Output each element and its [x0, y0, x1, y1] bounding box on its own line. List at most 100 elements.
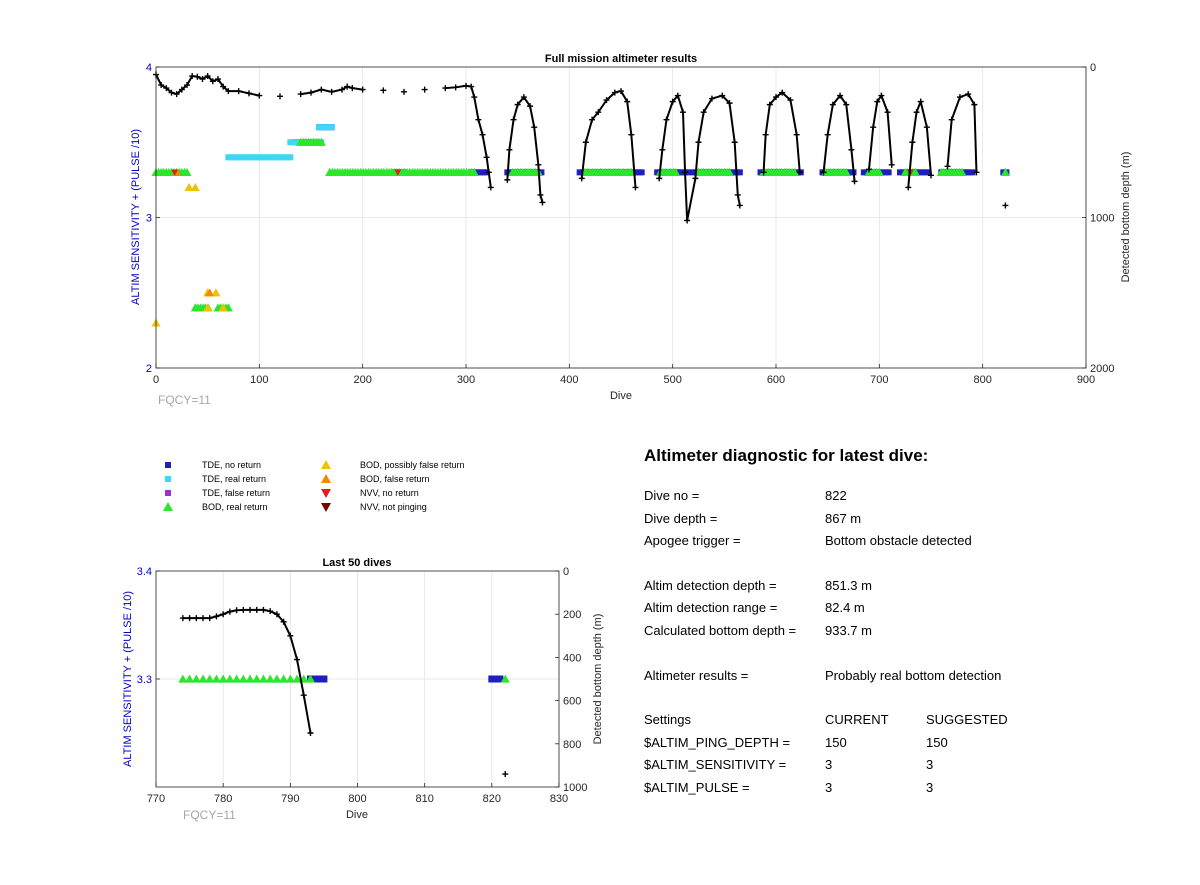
tde-real-return-marker	[225, 154, 232, 161]
depth-point	[884, 109, 891, 116]
tde-no-return-marker	[882, 169, 889, 176]
depth-point	[487, 184, 494, 191]
settings-label: $ALTIM_PING_DEPTH =	[644, 734, 791, 750]
depth-point	[215, 76, 221, 83]
bod-real-return-marker	[238, 674, 248, 683]
nvv-no-return-marker	[394, 169, 402, 176]
tde-real-return-marker	[325, 124, 332, 131]
diagnostic-label: Apogee trigger =	[644, 533, 741, 549]
depth-point	[866, 166, 872, 173]
depth-point	[158, 82, 165, 89]
x-tick-label: 400	[560, 374, 578, 386]
legend-label: NVV, not pinging	[360, 502, 427, 512]
bod-real-return-marker	[211, 674, 221, 683]
tde-real-return-marker	[228, 154, 235, 161]
depth-line	[506, 95, 544, 203]
bod-real-return-marker	[218, 674, 228, 683]
triangle-up-icon	[321, 460, 331, 469]
diagnostic-row-detection-depth: Altim detection depth = 851.3 m	[644, 578, 1184, 601]
tde-no-return-marker	[847, 169, 854, 176]
top-chart-fqcy: FQCY=11	[158, 393, 211, 407]
bod-real-return-marker	[316, 137, 326, 146]
settings-header-row: Settings CURRENT SUGGESTED	[644, 712, 1184, 735]
tde-real-return-marker	[274, 154, 281, 161]
square-icon	[165, 462, 171, 468]
diagnostic-row-apogee: Apogee trigger = Bottom obstacle detecte…	[644, 533, 1184, 556]
depth-point	[273, 611, 280, 618]
x-tick-label: 820	[483, 793, 501, 805]
depth-point	[246, 90, 252, 97]
depth-point	[186, 615, 193, 622]
depth-point	[280, 618, 287, 625]
y-tick-label: 3.4	[137, 566, 152, 578]
x-tick-label: 600	[767, 374, 785, 386]
nvv-no-return-marker	[171, 169, 179, 176]
y-tick-label: 3	[146, 213, 152, 225]
tde-no-return-marker	[685, 169, 692, 176]
depth-point	[475, 116, 482, 123]
bod-real-return-marker	[305, 674, 315, 683]
depth-point	[928, 172, 934, 179]
y2-tick-label: 0	[1090, 62, 1096, 74]
legend-label: TDE, no return	[202, 460, 262, 470]
tde-real-return-marker	[247, 154, 254, 161]
tde-no-return-marker	[638, 169, 645, 176]
tde-real-return-marker	[237, 154, 244, 161]
bod-possibly-false-marker	[184, 182, 194, 191]
depth-point	[917, 98, 924, 105]
depth-point	[468, 83, 475, 90]
legend-label: BOD, possibly false return	[360, 460, 465, 470]
bod-real-return-marker	[252, 674, 262, 683]
y-tick-label: 3.3	[137, 674, 152, 686]
depth-point	[944, 163, 951, 170]
tde-no-return-marker	[897, 169, 903, 176]
tde-real-return-marker	[234, 154, 241, 161]
depth-point	[297, 91, 304, 98]
depth-point	[233, 607, 240, 614]
depth-point	[209, 78, 216, 85]
bod-possibly-false-marker	[218, 303, 228, 312]
depth-point	[888, 161, 895, 168]
depth-point	[401, 88, 407, 95]
tde-real-return-marker	[265, 154, 272, 161]
depth-point	[339, 86, 345, 93]
depth-point	[848, 146, 855, 153]
diagnostic-label: Altimeter results =	[644, 667, 749, 683]
diagnostic-value: 933.7 m	[825, 622, 872, 638]
depth-point	[421, 86, 428, 93]
tde-no-return-marker	[918, 169, 925, 176]
depth-point	[878, 92, 885, 99]
settings-suggested: 150	[926, 734, 948, 750]
depth-point	[700, 109, 707, 116]
bod-real-return-marker	[285, 674, 295, 683]
diagnostic-value: 82.4 m	[825, 600, 865, 616]
bod-real-return-marker	[225, 674, 235, 683]
depth-line	[182, 608, 312, 734]
tde-real-return-marker	[240, 154, 247, 161]
last-50-dives-chart: 770 780 790 800 810 820 830 3.3 3.4 0 200 400 600 800…	[122, 557, 604, 821]
tde-no-return-marker	[474, 169, 481, 176]
depth-point	[731, 139, 738, 146]
depth-point	[204, 73, 211, 80]
depth-point	[220, 83, 227, 90]
tde-no-return-marker	[730, 169, 737, 176]
bottom-chart-xlabel: Dive	[346, 809, 368, 821]
tde-no-return-marker	[924, 169, 931, 176]
tde-real-return-marker	[250, 154, 257, 161]
diagnostic-title: Altimeter diagnostic for latest dive:	[644, 446, 929, 465]
depth-point	[618, 88, 624, 95]
bod-real-return-marker	[911, 167, 920, 176]
depth-point	[820, 169, 827, 176]
depth-point	[726, 100, 733, 107]
tde-no-return-marker	[736, 169, 743, 176]
bod-real-return-marker	[841, 167, 851, 176]
depth-point	[595, 109, 602, 116]
square-icon	[165, 476, 171, 482]
tde-real-return-marker	[316, 124, 323, 131]
bottom-chart-ylabel: ALTIM SENSITIVITY + (PULSE /10)	[122, 591, 134, 767]
depth-point	[510, 116, 517, 123]
depth-point	[582, 139, 589, 146]
settings-label: $ALTIM_PULSE =	[644, 779, 750, 795]
triangle-down-icon	[321, 503, 331, 512]
top-chart-ticks: 0 100 200 300 400 500 600 700 800 900 2 3 4 0 1000 2000	[146, 62, 1115, 386]
